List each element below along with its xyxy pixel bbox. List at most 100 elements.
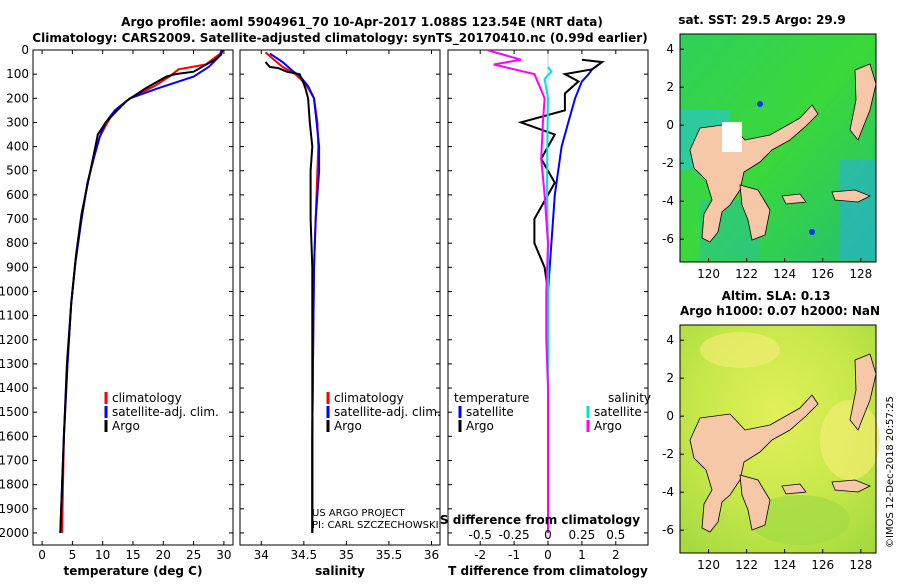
series-line-salinity-satellite	[543, 66, 553, 533]
sla-land-island	[781, 483, 807, 495]
legend-label: satellite-adj. clim.	[334, 405, 441, 419]
sla-high-patch	[700, 332, 780, 368]
depth-tick-label: 700	[6, 212, 29, 226]
difference-plot	[486, 50, 605, 545]
depth-tick-label: 1700	[0, 453, 29, 467]
depth-tick-label: 500	[6, 164, 29, 178]
legend-label: satellite-adj. clim.	[112, 405, 219, 419]
depth-axis: 0 100 200 300 400 500 600 700 800 900 1000 1100 1200…	[0, 43, 648, 540]
temperature-plot	[59, 50, 224, 533]
series-line-temperature-satellite	[547, 63, 600, 533]
sst-land-halmahera	[849, 63, 877, 141]
depth-tick-label: 100	[6, 67, 29, 81]
axis-ticks: 0 5 10 15 20 25 30 34 34.5 35 35.5 36 -2 -1 0 1 2 -0.5 -0.…	[38, 50, 625, 562]
series-line-temperature-argo	[517, 58, 605, 533]
x-tick-label: 20	[156, 548, 171, 562]
depth-tick-label: 200	[6, 91, 29, 105]
x-tick-label: 34	[254, 548, 269, 562]
difference-xlabel: T difference from climatology	[448, 564, 648, 578]
x-tick-label: -2	[474, 548, 486, 562]
series-line-argo	[264, 61, 314, 533]
salinity-plot	[264, 51, 321, 533]
depth-tick-label: 1500	[0, 405, 29, 419]
depth-tick-label: 1100	[0, 309, 29, 323]
sla-land-island	[831, 479, 871, 493]
depth-tick-label: 600	[6, 188, 29, 202]
legend-label: Argo	[112, 419, 140, 433]
title-line-2: Climatology: CARS2009. Satellite-adjuste…	[32, 31, 647, 46]
title-line-1: Argo profile: aoml 5904961_70 10-Apr-201…	[121, 15, 603, 30]
map-y-tick-label: 0	[666, 118, 674, 132]
project-name: US ARGO PROJECT	[312, 508, 406, 519]
sst-map-title: sat. SST: 29.5 Argo: 29.9	[678, 13, 845, 27]
depth-tick-label: 1600	[0, 429, 29, 443]
legend-label: climatology	[334, 391, 404, 405]
x-tick-label: 35.5	[376, 548, 403, 562]
legend-label: satellite	[466, 405, 514, 419]
depth-tick-label: 400	[6, 140, 29, 154]
sst-map-frame	[679, 33, 877, 263]
x-tick-label: 34.5	[290, 548, 317, 562]
legend-title-salinity: salinity	[608, 391, 651, 405]
salinity-legend: climatology satellite-adj. clim. Argo	[326, 391, 441, 433]
x-tick-label: 1	[578, 548, 586, 562]
sst-land-sulawesi-south	[739, 184, 771, 241]
map-x-tick-label: 120	[697, 267, 720, 281]
x-tick-label: 35	[339, 548, 354, 562]
x-tick-label: 10	[95, 548, 110, 562]
map-y-tick-label: -6	[662, 232, 674, 246]
map-y-tick-label: 4	[666, 42, 674, 56]
x-tick-label: 15	[125, 548, 140, 562]
sst-land-island	[781, 193, 807, 205]
depth-tick-label: 300	[6, 115, 29, 129]
sla-land-halmahera	[849, 353, 877, 431]
depth-tick-label: 1000	[0, 284, 29, 298]
map-y-tick-label: -4	[662, 485, 674, 499]
depth-tick-label: 0	[21, 43, 29, 57]
difference-legend: temperature salinity satellite Argo sate…	[454, 391, 651, 433]
top-tick-label: 0.25	[569, 528, 596, 542]
temperature-xlabel: temperature (deg C)	[64, 564, 203, 578]
depth-tick-label: 1300	[0, 357, 29, 371]
sla-low-patch	[750, 495, 850, 545]
salinity-plot-frame	[239, 49, 441, 546]
map-x-tick-label: 122	[735, 558, 758, 572]
depth-tick-label: 1800	[0, 478, 29, 492]
sla-land-sulawesi-south	[739, 474, 771, 531]
map-y-tick-label: -2	[662, 447, 674, 461]
x-tick-label: 5	[69, 548, 77, 562]
x-tick-label: 0	[38, 548, 46, 562]
x-tick-label: -1	[508, 548, 520, 562]
map-y-tick-label: 2	[666, 80, 674, 94]
sst-cold-pixel	[757, 101, 763, 107]
map-y-tick-label: 2	[666, 371, 674, 385]
credit: ©IMOS 12-Dec-2018 20:57:25	[885, 396, 896, 548]
legend-label: climatology	[112, 391, 182, 405]
series-line-climatology	[61, 50, 223, 533]
map-x-tick-label: 120	[697, 558, 720, 572]
depth-tick-label: 1900	[0, 502, 29, 516]
series-line-argo	[59, 50, 224, 533]
depth-tick-label: 900	[6, 260, 29, 274]
depth-tick-label: 1400	[0, 381, 29, 395]
depth-tick-label: 800	[6, 236, 29, 250]
top-tick-label: 0.5	[606, 528, 625, 542]
sla-high-patch	[820, 400, 880, 480]
salinity-xlabel: salinity	[315, 564, 365, 578]
sst-map-ticks: 120 122 124 126 128 4 2 0 -2 -4 -6	[662, 42, 872, 281]
map-y-tick-label: 4	[666, 333, 674, 347]
sla-map-title-1: Altim. SLA: 0.13	[722, 289, 831, 303]
map-y-tick-label: -2	[662, 156, 674, 170]
series-line-salinity-argo	[486, 50, 550, 533]
sst-map: 120 122 124 126 128 4 2 0 -2 -4 -6	[662, 33, 877, 281]
sst-cold-pixel	[809, 229, 815, 235]
temperature-legend: climatology satellite-adj. clim. Argo	[104, 391, 219, 433]
sst-missing-data	[722, 122, 742, 152]
legend-label: Argo	[334, 419, 362, 433]
x-tick-label: 0	[544, 548, 552, 562]
map-x-tick-label: 122	[735, 267, 758, 281]
depth-tick-label: 2000	[0, 526, 29, 540]
map-x-tick-label: 126	[811, 267, 834, 281]
top-tick-label: -0.5	[468, 528, 491, 542]
